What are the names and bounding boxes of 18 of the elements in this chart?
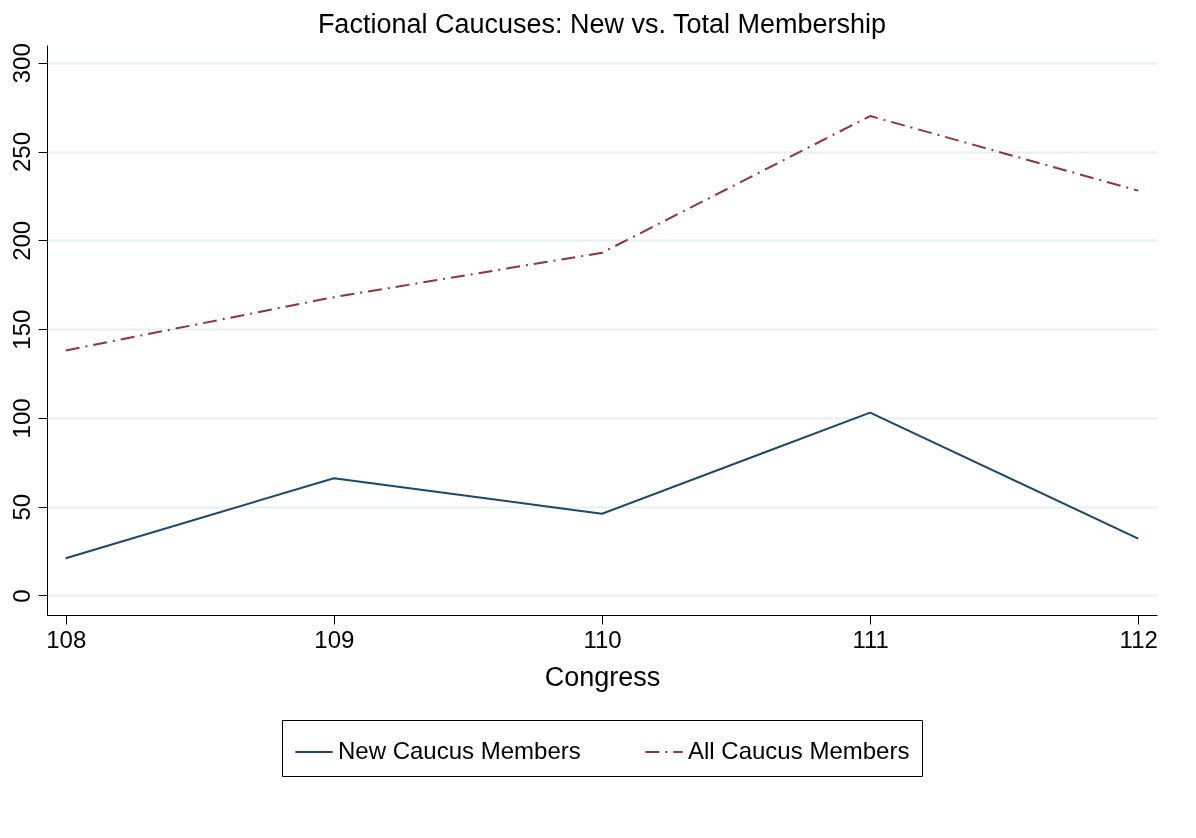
y-tick-label: 200 bbox=[7, 220, 35, 261]
x-tick-label: 109 bbox=[314, 625, 355, 653]
x-tick-label: 112 bbox=[1119, 625, 1158, 653]
legend-label: New Caucus Members bbox=[338, 737, 581, 764]
y-tick-label: 100 bbox=[7, 398, 35, 439]
x-tick-label: 108 bbox=[46, 625, 87, 653]
y-tick-label: 0 bbox=[7, 589, 35, 603]
y-tick-label: 300 bbox=[7, 43, 35, 84]
line-series bbox=[64, 411, 1140, 560]
line-series bbox=[64, 115, 1140, 352]
legend-label: All Caucus Members bbox=[688, 737, 910, 764]
x-tick-label: 110 bbox=[583, 625, 622, 653]
y-tick-label: 50 bbox=[7, 493, 35, 521]
x-axis-title: Congress bbox=[544, 661, 661, 692]
chart-title: Factional Caucuses: New vs. Total Membership bbox=[317, 8, 887, 39]
y-tick-label: 150 bbox=[7, 309, 35, 350]
x-tick-label: 111 bbox=[852, 625, 889, 653]
y-tick-label: 250 bbox=[7, 132, 35, 173]
